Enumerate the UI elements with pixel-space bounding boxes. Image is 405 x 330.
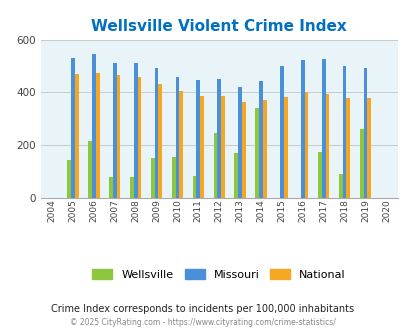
Bar (304, 92, 308, 198)
Bar (321, 59, 325, 198)
Bar (283, 97, 287, 198)
Bar (342, 66, 345, 198)
Bar (325, 94, 328, 198)
Bar (75, 74, 79, 198)
Bar (221, 96, 224, 198)
Bar (92, 54, 96, 198)
Bar (192, 176, 196, 198)
Bar (109, 177, 113, 198)
Bar (217, 79, 221, 198)
Bar (213, 133, 217, 198)
Bar (359, 129, 363, 198)
Bar (71, 58, 75, 198)
Bar (151, 158, 154, 198)
Bar (255, 108, 258, 198)
Legend: Wellsville, Missouri, National: Wellsville, Missouri, National (88, 265, 350, 284)
Bar (158, 84, 162, 198)
Bar (262, 100, 266, 198)
Bar (363, 68, 367, 198)
Bar (130, 177, 134, 198)
Bar (367, 98, 370, 198)
Bar (96, 73, 99, 198)
Bar (175, 77, 179, 198)
Bar (113, 63, 116, 198)
Bar (116, 75, 120, 198)
Bar (317, 152, 321, 198)
Bar (137, 77, 141, 198)
Bar (338, 174, 342, 198)
Bar (196, 80, 200, 198)
Bar (234, 153, 238, 198)
Text: Crime Index corresponds to incidents per 100,000 inhabitants: Crime Index corresponds to incidents per… (51, 304, 354, 314)
Bar (300, 60, 304, 198)
Bar (134, 63, 137, 198)
Bar (179, 91, 183, 198)
Title: Wellsville Violent Crime Index: Wellsville Violent Crime Index (91, 19, 346, 34)
Bar (154, 68, 158, 198)
Text: © 2025 CityRating.com - https://www.cityrating.com/crime-statistics/: © 2025 CityRating.com - https://www.city… (70, 318, 335, 327)
Bar (279, 66, 283, 198)
Bar (200, 96, 203, 198)
Bar (241, 102, 245, 198)
Bar (88, 141, 92, 198)
Bar (171, 157, 175, 198)
Bar (67, 160, 71, 198)
Bar (345, 98, 350, 198)
Bar (258, 81, 262, 198)
Bar (238, 87, 241, 198)
